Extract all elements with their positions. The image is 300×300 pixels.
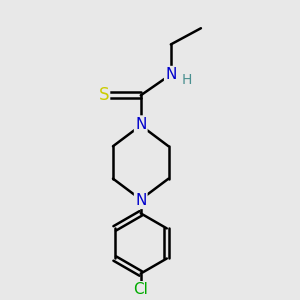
Text: S: S (98, 86, 109, 104)
Text: N: N (135, 116, 146, 131)
Text: N: N (165, 67, 176, 82)
Text: H: H (182, 73, 192, 87)
Text: Cl: Cl (133, 282, 148, 297)
Text: N: N (135, 193, 146, 208)
